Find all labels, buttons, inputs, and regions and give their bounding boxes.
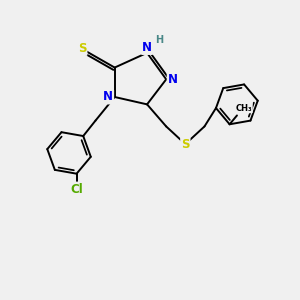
Text: N: N: [142, 41, 152, 54]
Text: CH₃: CH₃: [236, 103, 252, 112]
Text: H: H: [155, 35, 164, 46]
Text: N: N: [168, 73, 178, 86]
Text: N: N: [103, 91, 113, 103]
Text: S: S: [78, 42, 86, 55]
Text: Cl: Cl: [70, 183, 83, 196]
Text: S: S: [181, 138, 190, 151]
